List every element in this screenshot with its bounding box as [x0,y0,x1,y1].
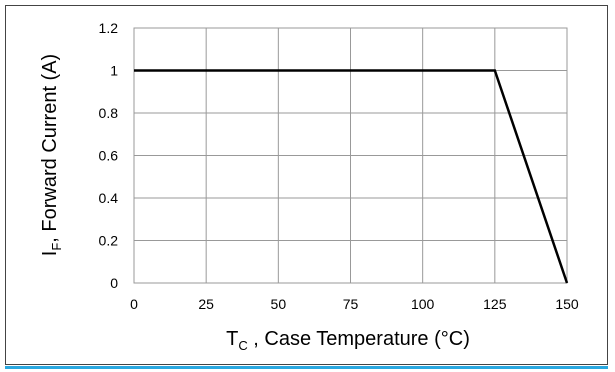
x-tick-label: 75 [343,296,359,312]
y-tick-labels: 0 0.2 0.4 0.6 0.8 1 1.2 [99,20,119,291]
y-tick-label: 0 [110,275,118,291]
y-tick-label: 0.8 [99,105,119,121]
y-tick-label: 0.6 [99,148,119,164]
x-tick-labels: 0 25 50 75 100 125 150 [130,296,579,312]
grid-lines [133,27,568,284]
y-tick-label: 0.4 [99,190,119,206]
bottom-accent-bar [5,366,608,369]
series-layer [134,69,569,284]
y-tick-label: 1 [110,63,118,79]
x-tick-label: 100 [411,296,435,312]
series-line-0 [134,69,569,284]
y-tick-label: 1.2 [99,20,119,36]
x-tick-label: 150 [555,296,579,312]
chart-frame [5,5,608,365]
x-tick-label: 125 [483,296,507,312]
y-tick-label: 0.2 [99,233,119,249]
x-tick-label: 25 [198,296,214,312]
x-axis-title: TC , Case Temperature (°C) [226,328,470,353]
y-axis-title-rest: , Forward Current (A) [39,54,61,243]
plot-area-border [133,27,568,284]
x-axis-title-main: T [226,328,238,350]
x-axis-title-subscript: C [238,338,247,353]
x-axis-title-rest: , Case Temperature (°C) [248,328,470,350]
y-axis-title-subscript: F [49,243,64,251]
y-axis-title-main: I [39,251,61,257]
y-axis-title: IF, Forward Current (A) [39,54,64,256]
x-tick-label: 0 [130,296,138,312]
x-tick-label: 50 [271,296,287,312]
